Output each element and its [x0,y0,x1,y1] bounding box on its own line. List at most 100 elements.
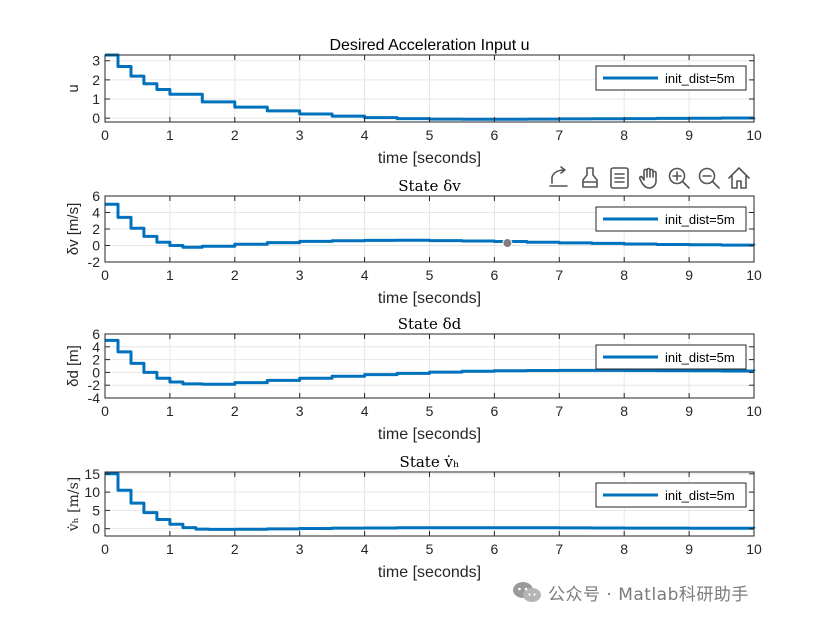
legend-label: init_dist=5m [665,350,735,365]
y-tick-label: 1 [92,91,100,107]
brush-icon[interactable] [578,166,602,190]
y-tick-label: -4 [88,390,101,406]
y-axis-label: δv [m/s] [65,203,82,256]
x-tick-label: 9 [685,127,693,143]
cursor-marker[interactable] [502,238,513,249]
legend[interactable]: init_dist=5m [595,482,747,508]
y-tick-label: 10 [84,484,100,500]
x-axis-label: time [seconds] [378,426,481,443]
x-axis-label: time [seconds] [378,150,481,167]
subplot-title: State δd [398,315,462,333]
x-tick-label: 6 [491,267,499,283]
x-tick-label: 7 [555,403,563,419]
subplot-title: Desired Acceleration Input u [329,37,529,54]
y-tick-label: 3 [92,53,100,69]
y-tick-label: 2 [92,72,100,88]
legend-label: init_dist=5m [665,488,735,503]
y-tick-label: 0 [92,238,100,254]
x-tick-label: 10 [746,403,762,419]
home-icon[interactable] [727,166,753,190]
y-tick-label: 5 [92,502,100,518]
y-tick-label: 0 [92,364,100,380]
legend-label: init_dist=5m [665,212,735,227]
y-tick-label: 2 [92,352,100,368]
x-tick-label: 4 [361,267,369,283]
series-line-1[interactable] [105,338,756,386]
y-tick-label: 4 [92,205,100,221]
x-tick-label: 4 [361,403,369,419]
x-tick-label: 5 [426,403,434,419]
x-tick-label: 7 [555,541,563,557]
x-tick-label: 5 [426,127,434,143]
x-tick-label: 9 [685,541,693,557]
x-tick-label: 0 [101,403,109,419]
y-tick-label: 0 [92,521,100,537]
legend[interactable]: init_dist=5m [595,344,747,370]
x-tick-label: 5 [426,267,434,283]
x-tick-label: 4 [361,541,369,557]
x-tick-label: 1 [166,127,174,143]
subplot-title: State δv [398,177,461,195]
x-tick-label: 8 [620,127,628,143]
x-tick-label: 3 [296,127,304,143]
y-axis-label: v̇ₕ [m/s] [66,477,82,533]
legend-label: init_dist=5m [665,71,735,86]
x-tick-label: 1 [166,267,174,283]
x-tick-label: 3 [296,267,304,283]
x-tick-label: 2 [231,403,239,419]
x-axis-label: time [seconds] [378,290,481,307]
x-tick-label: 9 [685,403,693,419]
series-line-1[interactable] [105,53,756,121]
pan-icon[interactable] [637,166,663,190]
x-tick-label: 4 [361,127,369,143]
wechat-logo-icon [513,582,541,602]
x-tick-label: 8 [620,267,628,283]
legend[interactable]: init_dist=5m [595,206,747,232]
y-tick-label: 15 [84,466,100,482]
x-tick-label: 2 [231,541,239,557]
x-tick-label: 3 [296,541,304,557]
y-tick-label: 6 [92,188,100,204]
subplot-4[interactable]: 0 1 2 3 4 5 6 7 8 9 10 0 5 10 15 State v̇ₕ time [seconds… [66,453,762,581]
x-tick-label: 6 [491,127,499,143]
x-tick-label: 9 [685,267,693,283]
series-line-1[interactable] [105,472,756,531]
subplot-title: State v̇ₕ [400,453,460,471]
x-tick-label: 10 [746,267,762,283]
x-tick-label: 10 [746,127,762,143]
x-tick-label: 2 [231,127,239,143]
x-tick-label: 2 [231,267,239,283]
x-tick-label: 6 [491,541,499,557]
y-axis-label: δd [m] [65,345,82,387]
y-tick-label: 4 [92,339,100,355]
x-tick-label: 8 [620,541,628,557]
x-tick-label: 6 [491,403,499,419]
y-tick-label: -2 [88,377,101,393]
x-tick-label: 8 [620,403,628,419]
zoom-out-icon[interactable] [697,166,723,190]
x-tick-label: 0 [101,267,109,283]
x-tick-label: 10 [746,541,762,557]
x-axis-label: time [seconds] [378,564,481,581]
watermark: 公众号 · Matlab科研助手 [512,578,749,606]
x-tick-label: 0 [101,127,109,143]
x-tick-label: 1 [166,403,174,419]
y-tick-label: 6 [92,326,100,342]
x-tick-label: 5 [426,541,434,557]
export-icon[interactable] [547,166,573,190]
data-tips-icon[interactable] [608,166,632,190]
subplot-1[interactable]: 0 1 2 3 4 5 6 7 8 9 10 0 1 2 3 Desired Acceleration Inp… [65,37,762,167]
watermark-text: 公众号 · Matlab科研助手 [548,584,749,605]
axes-toolbar [547,166,753,190]
y-axis-label: u [65,84,82,92]
series-line-1[interactable] [105,202,756,249]
y-tick-label: -2 [88,254,101,270]
y-tick-label: 0 [92,110,100,126]
legend[interactable]: init_dist=5m [595,65,747,91]
zoom-in-icon[interactable] [667,166,693,190]
y-tick-label: 2 [92,221,100,237]
x-tick-label: 3 [296,403,304,419]
x-tick-label: 7 [555,127,563,143]
